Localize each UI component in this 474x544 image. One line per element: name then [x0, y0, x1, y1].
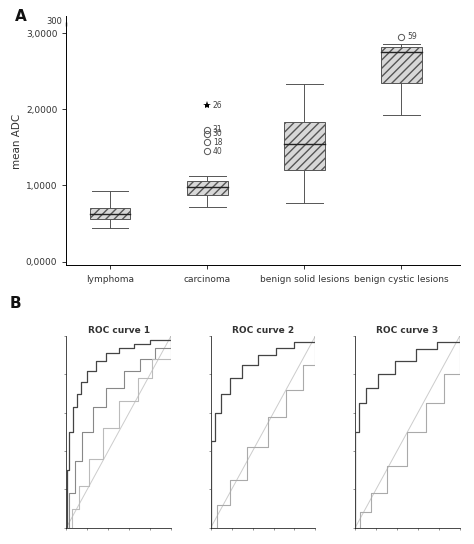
- Text: 40: 40: [213, 147, 222, 156]
- Text: 59: 59: [407, 33, 417, 41]
- Bar: [381, 47, 422, 83]
- Title: ROC curve 1: ROC curve 1: [88, 326, 150, 335]
- Title: ROC curve 3: ROC curve 3: [376, 326, 438, 335]
- Bar: [284, 122, 325, 170]
- Text: A: A: [15, 9, 27, 24]
- Y-axis label: mean ADC: mean ADC: [12, 113, 22, 169]
- Text: 30: 30: [213, 129, 222, 138]
- Bar: [187, 181, 228, 195]
- Text: 300: 300: [46, 17, 62, 26]
- Text: B: B: [9, 296, 21, 312]
- Title: ROC curve 2: ROC curve 2: [232, 326, 294, 335]
- Text: 26: 26: [213, 101, 222, 110]
- Text: 31: 31: [213, 125, 222, 134]
- Bar: [90, 208, 130, 219]
- Text: 18: 18: [213, 138, 222, 146]
